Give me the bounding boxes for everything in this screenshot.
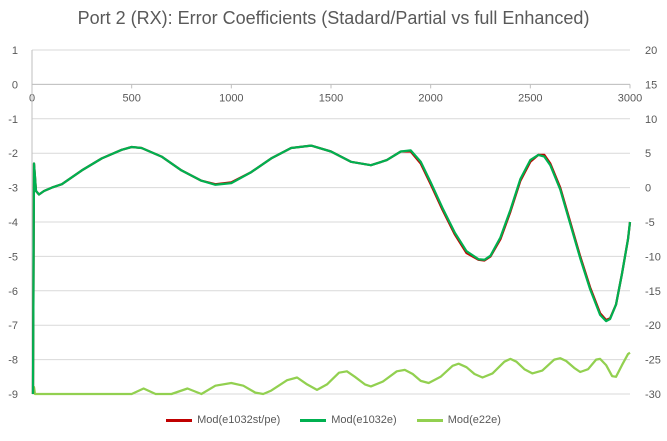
y-left-tick-label: -5: [8, 251, 18, 263]
x-tick-label: 500: [122, 92, 140, 104]
y-right-tick-label: -30: [645, 389, 661, 401]
legend-label: Mod(e22e): [447, 414, 501, 426]
y-right-tick-label: -25: [645, 355, 661, 367]
y-left-tick-label: -3: [8, 183, 18, 195]
x-tick-label: 1000: [219, 92, 243, 104]
y-right-tick-label: 15: [645, 79, 657, 91]
series-line-2: [31, 144, 632, 395]
y-left-tick-label: -4: [8, 217, 18, 229]
legend-item: Mod(e22e): [416, 414, 501, 426]
x-tick-label: 2000: [418, 92, 442, 104]
legend-label: Mod(e1032st/pe): [197, 414, 281, 426]
series-line-3: [31, 351, 631, 396]
y-left-tick-label: -7: [8, 320, 18, 332]
y-right-tick-label: -15: [645, 286, 661, 298]
y-left-tick-label: -1: [8, 114, 18, 126]
y-right-tick-label: -20: [645, 320, 661, 332]
y-right-tick-label: 10: [645, 114, 657, 126]
y-right-tick-label: -10: [645, 251, 661, 263]
y-right-tick-label: 20: [645, 45, 657, 57]
legend: Mod(e1032st/pe) Mod(e1032e) Mod(e22e): [0, 414, 667, 426]
y-right-tick-label: 5: [645, 148, 651, 160]
x-tick-label: 3000: [618, 92, 642, 104]
x-tick-label: 1500: [319, 92, 343, 104]
y-right-tick-label: -5: [645, 217, 655, 229]
y-left-tick-label: -9: [8, 389, 18, 401]
y-right-tick-label: 0: [645, 183, 651, 195]
legend-item: Mod(e1032st/pe): [166, 414, 280, 426]
x-tick-label: 2500: [518, 92, 542, 104]
chart-title: Port 2 (RX): Error Coefficients (Stadard…: [77, 8, 590, 28]
y-left-tick-label: -6: [8, 286, 18, 298]
legend-item: Mod(e1032e): [300, 414, 397, 426]
y-left-tick-label: -2: [8, 148, 18, 160]
legend-swatch: [166, 418, 193, 422]
legend-swatch: [416, 418, 443, 422]
legend-swatch: [300, 418, 327, 422]
y-left-tick-label: 0: [12, 79, 18, 91]
legend-label: Mod(e1032e): [331, 414, 397, 426]
y-left-tick-label: -8: [8, 355, 18, 367]
series-line-1: [31, 144, 632, 395]
y-left-tick-label: 1: [12, 45, 18, 57]
